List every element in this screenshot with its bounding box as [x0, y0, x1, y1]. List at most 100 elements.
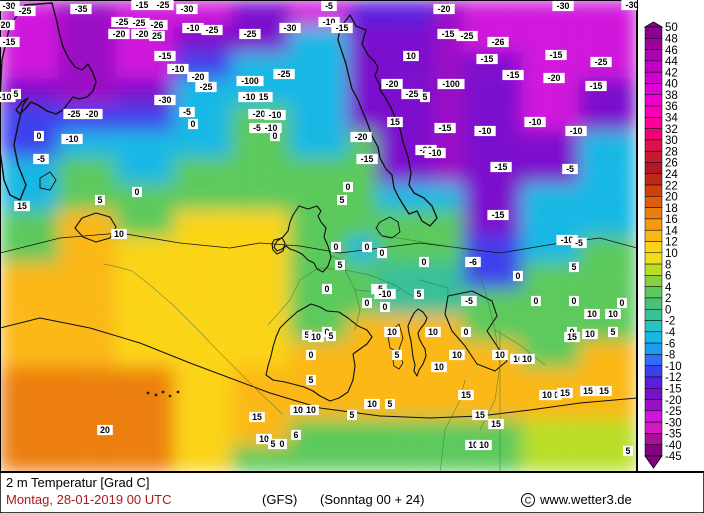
svg-text:15: 15	[491, 419, 501, 429]
svg-text:5: 5	[388, 399, 393, 409]
svg-text:10: 10	[259, 434, 269, 444]
svg-text:-10: -10	[479, 126, 492, 136]
svg-text:15: 15	[567, 332, 577, 342]
svg-text:15: 15	[560, 388, 570, 398]
svg-text:-5: -5	[465, 296, 473, 306]
svg-text:-5: -5	[253, 123, 261, 133]
svg-text:0: 0	[191, 119, 196, 129]
svg-text:5: 5	[611, 327, 616, 337]
svg-text:-15: -15	[442, 29, 455, 39]
svg-text:6: 6	[665, 271, 671, 283]
svg-text:-25: -25	[133, 18, 146, 28]
svg-text:-100: -100	[241, 76, 259, 86]
svg-text:24: 24	[665, 169, 678, 181]
svg-text:(Sonntag 00 + 24): (Sonntag 00 + 24)	[320, 492, 424, 507]
svg-text:5: 5	[572, 262, 577, 272]
svg-text:34: 34	[665, 113, 678, 125]
svg-text:15: 15	[390, 117, 400, 127]
svg-text:-8: -8	[665, 350, 675, 362]
svg-text:20: 20	[665, 192, 678, 204]
svg-text:12: 12	[665, 237, 678, 249]
svg-text:10: 10	[428, 327, 438, 337]
svg-text:10: 10	[587, 309, 597, 319]
svg-text:-2: -2	[665, 316, 675, 328]
svg-text:15: 15	[252, 412, 262, 422]
svg-text:-26: -26	[151, 20, 164, 30]
svg-text:2 m Temperatur [Grad C]: 2 m Temperatur [Grad C]	[6, 475, 150, 490]
svg-text:6: 6	[294, 430, 299, 440]
svg-text:www.wetter3.de: www.wetter3.de	[539, 492, 632, 507]
svg-text:0: 0	[383, 302, 388, 312]
svg-text:-30: -30	[626, 0, 639, 10]
svg-text:-30: -30	[665, 417, 682, 429]
svg-text:-30: -30	[557, 1, 570, 11]
svg-text:-26: -26	[492, 37, 505, 47]
svg-text:0: 0	[620, 298, 625, 308]
svg-text:-15: -15	[492, 210, 505, 220]
svg-text:-25: -25	[19, 6, 32, 16]
svg-text:-6: -6	[469, 257, 477, 267]
svg-text:-100: -100	[442, 79, 460, 89]
svg-text:5: 5	[423, 92, 428, 102]
svg-text:-10: -10	[66, 134, 79, 144]
svg-text:20: 20	[100, 425, 110, 435]
svg-text:4: 4	[665, 282, 672, 294]
svg-text:5: 5	[395, 350, 400, 360]
svg-text:-15: -15	[159, 51, 172, 61]
svg-text:-30: -30	[3, 1, 16, 11]
svg-text:15: 15	[17, 201, 27, 211]
svg-text:-25: -25	[206, 25, 219, 35]
svg-text:8: 8	[665, 259, 671, 271]
svg-text:42: 42	[665, 67, 678, 79]
svg-text:44: 44	[665, 56, 678, 68]
svg-text:-15: -15	[3, 37, 16, 47]
svg-text:0: 0	[365, 298, 370, 308]
svg-text:-30: -30	[181, 4, 194, 14]
svg-text:-20: -20	[386, 79, 399, 89]
svg-text:30: 30	[665, 135, 678, 147]
svg-text:10: 10	[608, 309, 618, 319]
svg-text:-20: -20	[253, 109, 266, 119]
svg-text:-5: -5	[325, 1, 333, 11]
svg-text:15: 15	[475, 410, 485, 420]
svg-text:-5: -5	[566, 164, 574, 174]
svg-text:0: 0	[309, 350, 314, 360]
svg-text:10: 10	[387, 327, 397, 337]
svg-text:-20: -20	[86, 109, 99, 119]
svg-text:46: 46	[665, 45, 678, 57]
svg-text:-15: -15	[665, 383, 682, 395]
svg-text:36: 36	[665, 101, 678, 113]
svg-text:-15: -15	[361, 154, 374, 164]
svg-text:5: 5	[340, 195, 345, 205]
svg-text:-10: -10	[665, 361, 682, 373]
svg-text:5: 5	[417, 289, 422, 299]
svg-text:18: 18	[665, 203, 678, 215]
svg-text:-20: -20	[0, 20, 10, 30]
svg-text:5: 5	[350, 410, 355, 420]
svg-text:10: 10	[293, 405, 303, 415]
svg-text:0: 0	[464, 327, 469, 337]
svg-text:10: 10	[452, 350, 462, 360]
svg-text:0: 0	[135, 187, 140, 197]
svg-text:10: 10	[434, 362, 444, 372]
svg-text:-15: -15	[495, 162, 508, 172]
svg-text:-10: -10	[570, 126, 583, 136]
svg-text:5: 5	[329, 331, 334, 341]
svg-text:-20: -20	[438, 4, 451, 14]
svg-text:-10: -10	[187, 23, 200, 33]
svg-text:-20: -20	[113, 29, 126, 39]
svg-text:0: 0	[665, 304, 671, 316]
svg-text:2: 2	[665, 293, 671, 305]
svg-text:(GFS): (GFS)	[262, 492, 297, 507]
svg-text:10: 10	[585, 329, 595, 339]
svg-text:14: 14	[665, 225, 678, 237]
svg-text:15: 15	[583, 386, 593, 396]
svg-text:-5: -5	[575, 238, 583, 248]
svg-text:C: C	[525, 496, 532, 506]
svg-text:-5: -5	[183, 107, 191, 117]
svg-text:28: 28	[665, 146, 678, 158]
svg-text:10: 10	[665, 248, 678, 260]
svg-text:0: 0	[37, 131, 42, 141]
svg-text:10: 10	[479, 440, 489, 450]
svg-text:-20: -20	[665, 395, 682, 407]
